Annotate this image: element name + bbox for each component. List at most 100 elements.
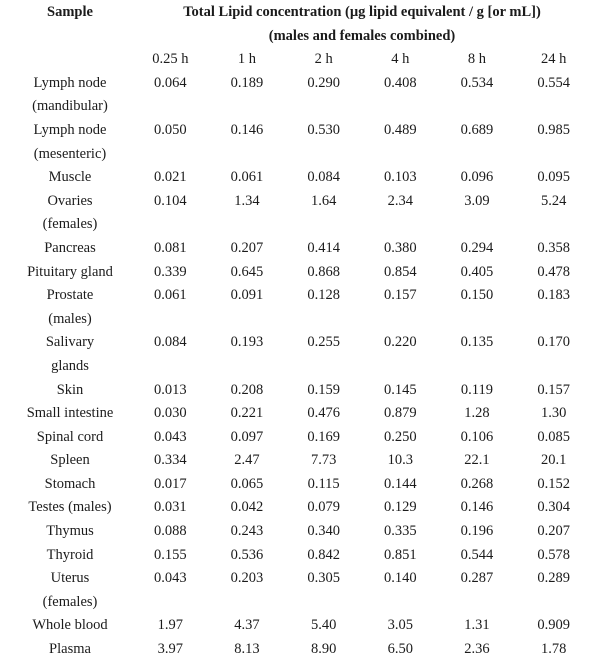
value-cell: 0.021 [154,169,187,186]
table-page-container: Sample Total Lipid concentration (µg lip… [8,0,592,662]
value-cell: 0.135 [460,334,494,351]
value-cell: 1.97 [157,617,184,634]
value-cell: 0.104 [154,192,187,209]
time-column-header: 0.25 h [152,51,189,68]
value-cell: 0.842 [307,546,340,563]
value-cell: 0.183 [537,287,570,304]
table-row: Lymph node (mandibular) 0.064 0.189 0.290 0.… [8,72,592,119]
sample-cell: Muscle [48,169,92,186]
value-cell: 0.478 [537,263,570,280]
value-cell: 0.340 [307,523,340,540]
value-cell: 10.3 [387,452,413,469]
value-cell: 0.097 [230,428,264,445]
title-row: Sample Total Lipid concentration (µg lip… [8,1,592,48]
value-cell: 0.157 [383,287,417,304]
value-cell: 0.476 [307,405,340,422]
sample-cell: Testes (males) [28,499,112,516]
value-cell: 0.489 [383,121,417,138]
value-cell: 0.909 [537,617,570,634]
value-cell: 0.128 [307,287,340,304]
sample-cell: Salivary glands [45,334,95,374]
value-cell: 4.37 [234,617,260,634]
value-cell: 0.170 [537,334,570,351]
sample-cell: Prostate (males) [46,287,94,327]
value-cell: 0.290 [307,74,340,91]
value-cell: 8.90 [310,641,337,658]
value-cell: 0.146 [230,121,264,138]
value-cell: 0.854 [383,263,417,280]
sample-cell: Thyroid [46,546,94,563]
value-cell: 0.013 [154,381,187,398]
value-cell: 22.1 [464,452,490,469]
table-row: Plasma 3.97 8.13 8.90 6.50 2.36 1.78 [8,638,592,662]
value-cell: 0.169 [307,428,340,445]
value-cell: 0.193 [230,334,264,351]
table-title-line2: (males and females combined) [268,27,456,44]
table-row: Testes (males) 0.031 0.042 0.079 0.129 0.146 0… [8,496,592,520]
value-cell: 2.47 [234,452,260,469]
table-body: Lymph node (mandibular) 0.064 0.189 0.290 0.… [8,72,592,662]
table-title: Total Lipid concentration (µg lipid equi… [132,1,592,48]
value-cell: 6.50 [387,641,413,658]
time-column-header: 8 h [467,51,487,68]
value-cell: 2.36 [464,641,490,658]
sample-cell: Uterus (females) [42,570,98,610]
value-cell: 0.196 [460,523,494,540]
value-cell: 0.207 [230,239,264,256]
value-cell: 0.189 [230,74,264,91]
value-cell: 5.24 [540,192,567,209]
value-cell: 0.150 [460,287,494,304]
value-cell: 0.088 [154,523,187,540]
sample-cell: Pituitary gland [27,263,113,280]
value-cell: 0.304 [537,499,570,516]
value-cell: 20.1 [540,452,567,469]
value-cell: 0.868 [307,263,340,280]
table-row: Salivary glands 0.084 0.193 0.255 0.220 0.135… [8,331,592,378]
sample-cell: Ovaries (females) [42,192,98,233]
value-cell: 1.64 [310,192,337,209]
value-cell: 0.414 [307,239,340,256]
value-cell: 0.030 [154,405,187,422]
time-column-header: 1 h [237,51,257,68]
value-cell: 0.408 [383,74,417,91]
time-column-header: 24 h [540,51,567,68]
value-cell: 0.129 [383,499,417,516]
sample-cell: Lymph node (mandibular) [32,74,108,115]
table-row: Stomach 0.017 0.065 0.115 0.144 0.268 0.152 [8,473,592,497]
value-cell: 0.152 [537,475,570,492]
value-cell: 0.146 [460,499,494,516]
value-cell: 0.255 [307,334,340,351]
value-cell: 0.879 [383,405,417,422]
value-cell: 0.380 [383,239,417,256]
value-cell: 0.084 [307,169,340,186]
value-cell: 8.13 [234,641,260,658]
table-row: Thymus 0.088 0.243 0.340 0.335 0.196 0.207 [8,520,592,544]
value-cell: 7.73 [310,452,337,469]
table-row: Skin 0.013 0.208 0.159 0.145 0.119 0.157 [8,379,592,403]
value-cell: 3.09 [464,192,490,209]
value-cell: 0.157 [537,381,570,398]
value-cell: 1.31 [464,617,490,634]
value-cell: 0.358 [537,239,570,256]
value-cell: 0.335 [383,523,417,540]
value-cell: 0.064 [154,74,187,91]
value-cell: 0.144 [383,475,417,492]
value-cell: 0.405 [460,263,494,280]
value-cell: 0.103 [383,169,417,186]
value-cell: 0.250 [383,428,417,445]
time-column-header: 4 h [391,51,410,68]
value-cell: 0.294 [460,239,494,256]
sample-cell: Skin [56,381,84,398]
sample-cell: Stomach [44,475,96,492]
value-cell: 0.095 [537,169,570,186]
value-cell: 0.536 [230,546,264,563]
value-cell: 0.268 [460,475,494,492]
value-cell: 0.079 [307,499,340,516]
table-row: Lymph node (mesenteric) 0.050 0.146 0.530 0.… [8,119,592,166]
value-cell: 0.534 [460,74,494,91]
table-row: Thyroid 0.155 0.536 0.842 0.851 0.544 0.578 [8,544,592,568]
sample-cell: Small intestine [26,405,114,422]
value-cell: 0.065 [230,475,264,492]
value-cell: 0.085 [537,428,570,445]
